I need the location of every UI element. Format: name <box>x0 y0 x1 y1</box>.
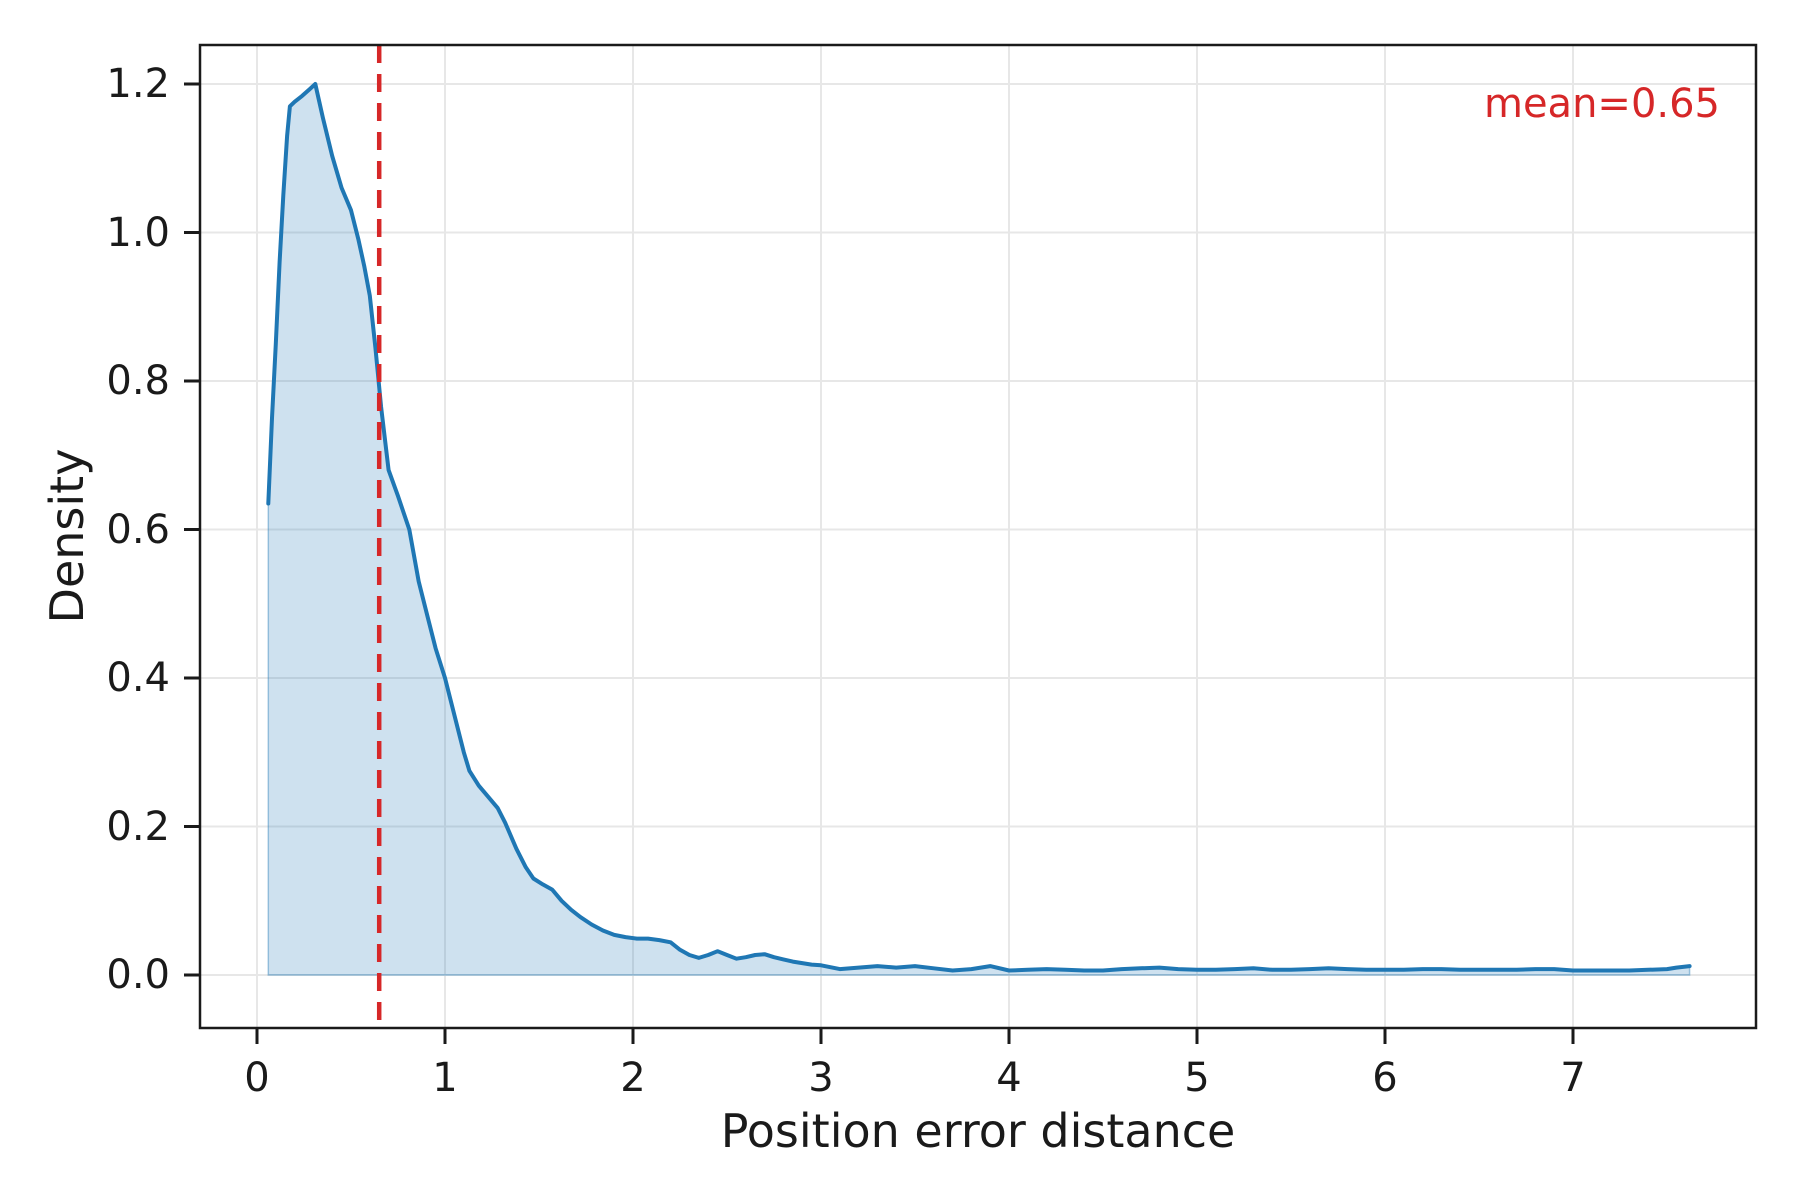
x-tick-label-3: 3 <box>808 1055 834 1101</box>
density-curve <box>266 82 1692 973</box>
x-tick-label-0: 0 <box>244 1055 270 1101</box>
x-tick-label-6: 6 <box>1372 1055 1398 1101</box>
y-tick-label-1.2: 1.2 <box>106 61 170 107</box>
y-tick-label-0.4: 0.4 <box>106 655 170 701</box>
x-axis-label: Position error distance <box>720 1104 1236 1158</box>
mean-annotation-text: mean=0.65 <box>1483 81 1720 127</box>
x-tick-label-1: 1 <box>432 1055 458 1101</box>
y-tick-label-0.8: 0.8 <box>106 358 170 404</box>
x-tick-label-4: 4 <box>996 1055 1022 1101</box>
y-axis-label: Density <box>40 448 94 624</box>
x-tick-label-7: 7 <box>1560 1055 1586 1101</box>
axes-border <box>198 43 1758 1030</box>
x-tick-label-2: 2 <box>620 1055 646 1101</box>
y-tick-label-0.0: 0.0 <box>106 952 170 998</box>
y-tick-label-0.2: 0.2 <box>106 803 170 850</box>
y-tick-label-1.0: 1.0 <box>106 209 170 256</box>
y-tick-label-0.6: 0.6 <box>106 506 170 553</box>
x-tick-label-5: 5 <box>1184 1055 1210 1101</box>
